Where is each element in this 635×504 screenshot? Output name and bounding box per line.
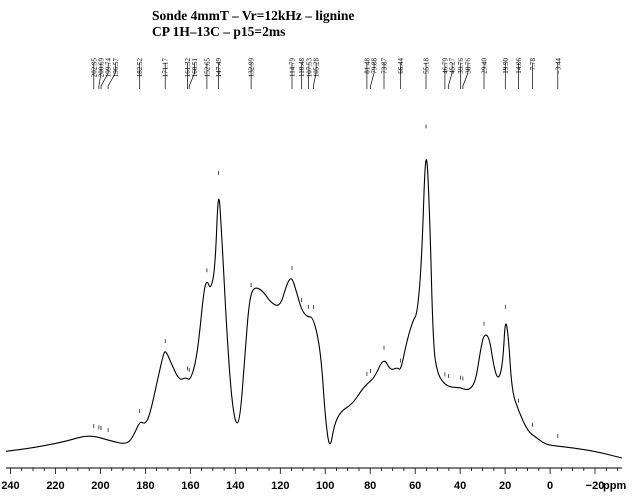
peak-label: 73.87 xyxy=(381,58,389,74)
peak-leader-line xyxy=(98,63,102,89)
peak-leader-line xyxy=(370,63,375,89)
peak-label: 38.76 xyxy=(464,58,472,74)
peak-leader-line xyxy=(307,63,310,89)
peak-label: 39.76 xyxy=(457,58,465,74)
x-tick-label: 120 xyxy=(271,480,289,492)
chart-subtitle: CP 1H–13C – p15=2ms xyxy=(152,24,285,39)
peak-label: 7.78 xyxy=(529,58,537,71)
peak-label: 196.57 xyxy=(112,58,120,78)
peak-label: 152.65 xyxy=(203,58,211,78)
peak-leader-line xyxy=(100,63,109,89)
peak-labels: 202.95 200.69 199.74 196.57 182.52 171.17 161.… xyxy=(90,58,562,78)
x-tick-label: −20 xyxy=(586,480,605,492)
peak-label: 79.88 xyxy=(371,58,379,74)
peak-label: 105.28 xyxy=(313,58,321,78)
x-tick-label: 80 xyxy=(364,480,376,492)
x-tick-label: 160 xyxy=(181,480,199,492)
x-tick-label: 60 xyxy=(409,480,421,492)
peak-leader-lines xyxy=(93,63,559,89)
peak-label: 66.44 xyxy=(397,58,405,74)
peak-label: 107.53 xyxy=(305,58,313,78)
x-tick-label: 20 xyxy=(499,480,511,492)
x-tick-label: 40 xyxy=(454,480,466,492)
peak-label: 161.32 xyxy=(184,58,192,78)
peak-leader-line xyxy=(462,63,469,89)
peak-label: 132.99 xyxy=(248,58,256,78)
peak-label: 110.48 xyxy=(298,58,306,77)
x-tick-label: 240 xyxy=(1,480,19,492)
peak-label: 160.51 xyxy=(191,58,199,78)
peak-label: 202.95 xyxy=(90,58,98,78)
peak-leader-line xyxy=(447,63,453,89)
peak-label: 29.40 xyxy=(481,58,489,74)
spectrum-trace xyxy=(5,159,623,459)
peak-label: 45.27 xyxy=(449,58,457,74)
peak-label: 171.17 xyxy=(162,58,170,78)
peak-markers xyxy=(93,124,559,439)
peak-label: 147.49 xyxy=(215,58,223,78)
chart-title: Sonde 4mmT – Vr=12kHz – lignine xyxy=(152,8,354,23)
peak-label: 199.74 xyxy=(105,58,113,78)
peak-label: 81.48 xyxy=(363,58,371,74)
peak-label: 14.06 xyxy=(515,58,523,74)
peak-label: 182.52 xyxy=(136,58,144,78)
x-axis-ticks: 240 220 200 180 160 140 120 100 80 60 40 20 0 −20 xyxy=(1,468,618,492)
peak-label: 200.69 xyxy=(98,58,106,78)
peak-leader-line xyxy=(188,63,195,89)
peak-label: 46.79 xyxy=(441,58,449,74)
x-tick-label: 220 xyxy=(46,480,64,492)
peak-label: 19.90 xyxy=(502,58,510,74)
peak-leader-line xyxy=(107,63,116,89)
peak-label: 114.79 xyxy=(289,58,297,77)
peak-leader-line xyxy=(313,63,317,89)
x-tick-label: 180 xyxy=(136,480,154,492)
x-axis-unit-label: ppm xyxy=(603,480,626,492)
x-tick-label: 140 xyxy=(226,480,244,492)
x-tick-label: 200 xyxy=(91,480,109,492)
peak-label: 55.18 xyxy=(423,58,431,74)
x-tick-label: 0 xyxy=(547,480,553,492)
peak-label: −3.44 xyxy=(554,58,562,75)
x-tick-label: 100 xyxy=(316,480,334,492)
